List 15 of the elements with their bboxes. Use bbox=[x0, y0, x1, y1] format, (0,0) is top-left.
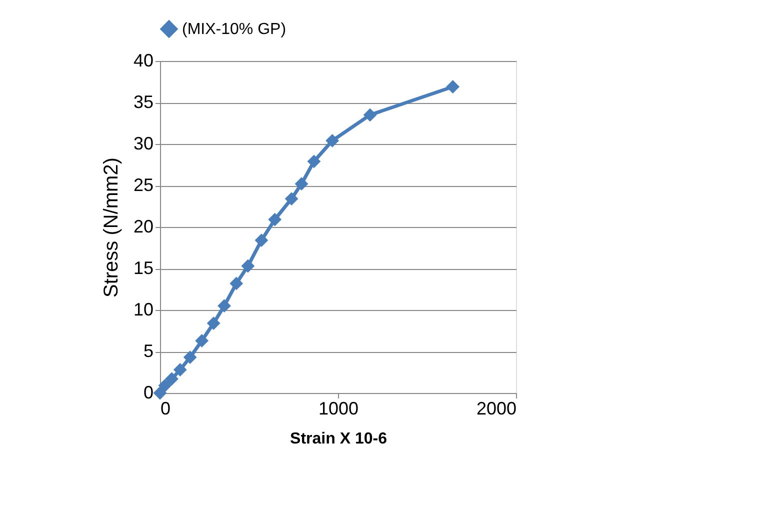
y-tick-label: 10 bbox=[133, 300, 154, 320]
y-tick-label: 15 bbox=[133, 258, 154, 278]
y-axis-title: Stress (N/mm2) bbox=[100, 158, 122, 298]
y-tick-label: 25 bbox=[133, 175, 154, 195]
x-tick-label: 1000 bbox=[318, 398, 359, 418]
y-tick-label: 35 bbox=[133, 92, 154, 112]
x-axis-title: Strain X 10-6 bbox=[290, 430, 388, 448]
y-tick-label: 20 bbox=[133, 216, 154, 236]
y-tick-label: 0 bbox=[143, 382, 154, 402]
x-tick-label: 2000 bbox=[476, 398, 516, 418]
y-tick-label: 5 bbox=[143, 341, 154, 361]
legend-label: (MIX-10% GP) bbox=[182, 21, 286, 38]
x-tick-label: 0 bbox=[160, 398, 171, 418]
y-tick-label: 30 bbox=[133, 134, 154, 154]
y-tick-label: 40 bbox=[133, 50, 154, 70]
